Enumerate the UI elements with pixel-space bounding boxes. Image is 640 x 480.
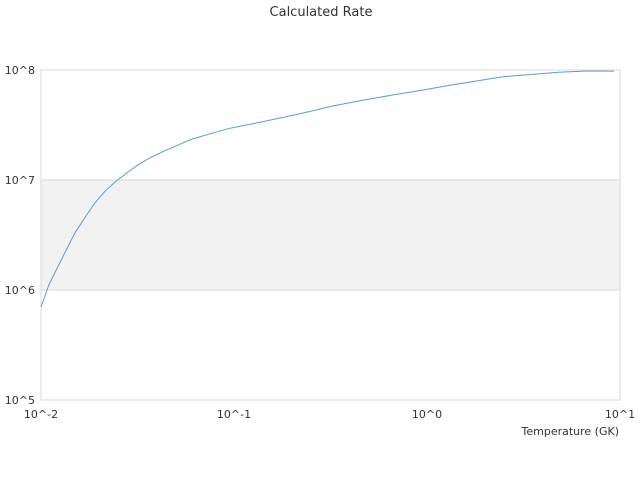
x-tick-label: 10^1 bbox=[605, 408, 635, 421]
y-tick-label: 10^5 bbox=[5, 394, 35, 407]
y-tick-label: 10^8 bbox=[5, 64, 35, 77]
x-axis-label: Temperature (GK) bbox=[521, 425, 620, 438]
x-tick-label: 10^0 bbox=[412, 408, 442, 421]
plot-frame bbox=[40, 69, 621, 401]
grid-band bbox=[41, 180, 620, 290]
x-tick-label: 10^-1 bbox=[217, 408, 251, 421]
plot-area: 10^5 10^6 10^7 10^8 10^-2 10^-1 10^0 10^1 bbox=[5, 64, 635, 421]
chart-title: Calculated Rate bbox=[270, 5, 373, 20]
y-tick-label: 10^7 bbox=[5, 174, 35, 187]
y-tick-label: 10^6 bbox=[5, 284, 35, 297]
series-line bbox=[40, 70, 614, 308]
x-tick-label: 10^-2 bbox=[24, 408, 58, 421]
